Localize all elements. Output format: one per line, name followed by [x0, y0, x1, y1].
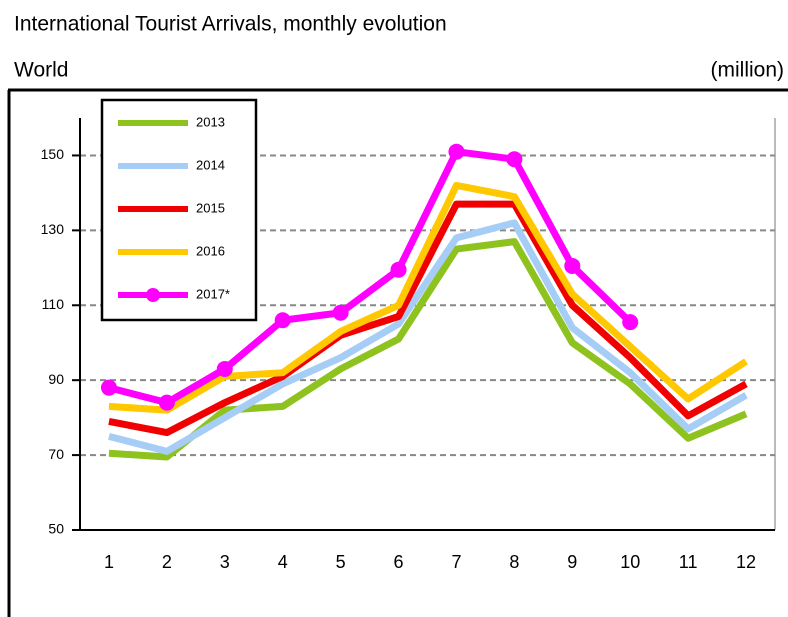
legend-label: 2013	[196, 114, 225, 129]
chart-title: International Tourist Arrivals, monthly …	[14, 13, 447, 36]
y-tick-label: 70	[48, 446, 64, 462]
x-tick-label: 11	[679, 552, 698, 572]
legend-label: 2014	[196, 157, 225, 172]
x-tick-label: 9	[567, 552, 577, 572]
point	[100, 379, 117, 396]
x-tick-label: 8	[509, 552, 519, 572]
point	[274, 312, 291, 329]
point	[216, 360, 233, 377]
y-tick-label: 90	[48, 371, 64, 387]
x-tick-label: 5	[336, 552, 346, 572]
point	[158, 394, 175, 411]
y-tick-label: 150	[41, 146, 65, 162]
y-tick-label: 110	[42, 296, 65, 312]
x-tick-label: 3	[220, 552, 230, 572]
y-tick-label: 130	[41, 221, 65, 237]
series-line	[108, 181, 748, 414]
point	[564, 257, 581, 274]
chart-subtitle: World	[14, 59, 68, 82]
point	[448, 143, 465, 160]
point	[622, 314, 639, 331]
x-tick-label: 10	[620, 552, 640, 572]
series-line	[108, 219, 748, 455]
legend-label: 2017*	[196, 286, 230, 301]
point	[390, 261, 407, 278]
x-tick-label: 12	[736, 552, 756, 572]
legend-marker	[146, 288, 160, 302]
y-tick-label: 50	[48, 521, 64, 537]
x-tick-label: 2	[162, 552, 172, 572]
point	[506, 151, 523, 168]
legend-label: 2016	[196, 243, 225, 258]
series-line	[108, 238, 748, 461]
series-line	[108, 200, 748, 437]
series-line	[108, 148, 633, 407]
x-tick-label: 1	[104, 552, 114, 572]
x-tick-label: 6	[394, 552, 404, 572]
x-tick-label: 7	[451, 552, 461, 572]
unit-label: (million)	[711, 59, 785, 82]
legend-label: 2015	[196, 200, 225, 215]
x-tick-label: 4	[278, 552, 288, 572]
point	[332, 304, 349, 321]
